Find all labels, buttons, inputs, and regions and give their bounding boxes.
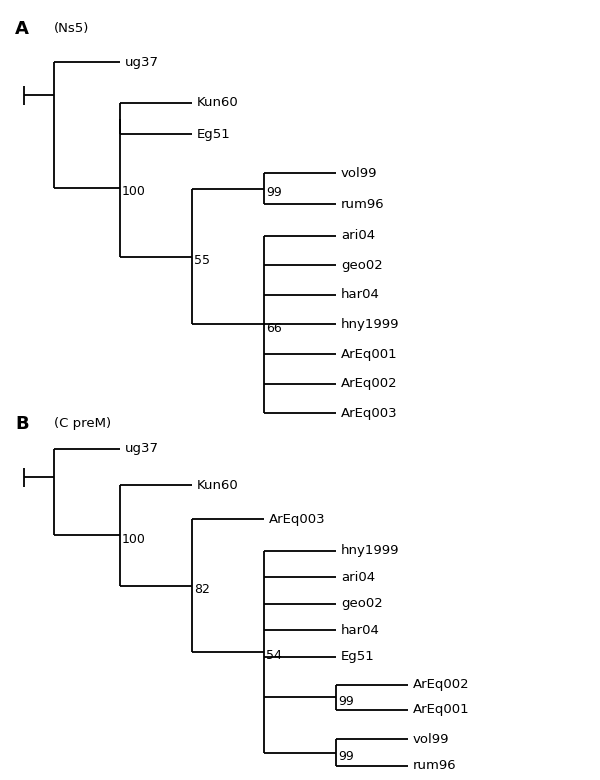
Text: geo02: geo02 (341, 597, 383, 610)
Text: ArEq002: ArEq002 (341, 378, 397, 390)
Text: 100: 100 (122, 533, 146, 546)
Text: ug37: ug37 (125, 56, 159, 69)
Text: 54: 54 (266, 649, 281, 662)
Text: ArEq003: ArEq003 (269, 513, 325, 526)
Text: Kun60: Kun60 (197, 97, 239, 109)
Text: geo02: geo02 (341, 259, 383, 271)
Text: vol99: vol99 (413, 733, 449, 746)
Text: ArEq002: ArEq002 (413, 679, 469, 691)
Text: B: B (15, 415, 29, 433)
Text: Eg51: Eg51 (341, 651, 374, 663)
Text: ug37: ug37 (125, 442, 159, 455)
Text: har04: har04 (341, 289, 380, 301)
Text: rum96: rum96 (341, 198, 385, 211)
Text: hny1999: hny1999 (341, 544, 400, 557)
Text: 55: 55 (194, 254, 210, 268)
Text: Eg51: Eg51 (197, 128, 230, 140)
Text: hny1999: hny1999 (341, 318, 400, 331)
Text: ari04: ari04 (341, 571, 375, 583)
Text: A: A (15, 20, 29, 37)
Text: 99: 99 (266, 186, 281, 200)
Text: 100: 100 (122, 186, 146, 198)
Text: (Ns5): (Ns5) (54, 22, 89, 35)
Text: 82: 82 (194, 583, 209, 596)
Text: 99: 99 (338, 750, 353, 764)
Text: ArEq003: ArEq003 (341, 407, 397, 420)
Text: har04: har04 (341, 624, 380, 636)
Text: rum96: rum96 (413, 760, 457, 772)
Text: ari04: ari04 (341, 229, 375, 242)
Text: ArEq001: ArEq001 (413, 704, 469, 716)
Text: (C preM): (C preM) (54, 417, 111, 431)
Text: 99: 99 (338, 695, 353, 708)
Text: ArEq001: ArEq001 (341, 348, 397, 360)
Text: Kun60: Kun60 (197, 479, 239, 491)
Text: 66: 66 (266, 322, 281, 335)
Text: vol99: vol99 (341, 167, 377, 179)
